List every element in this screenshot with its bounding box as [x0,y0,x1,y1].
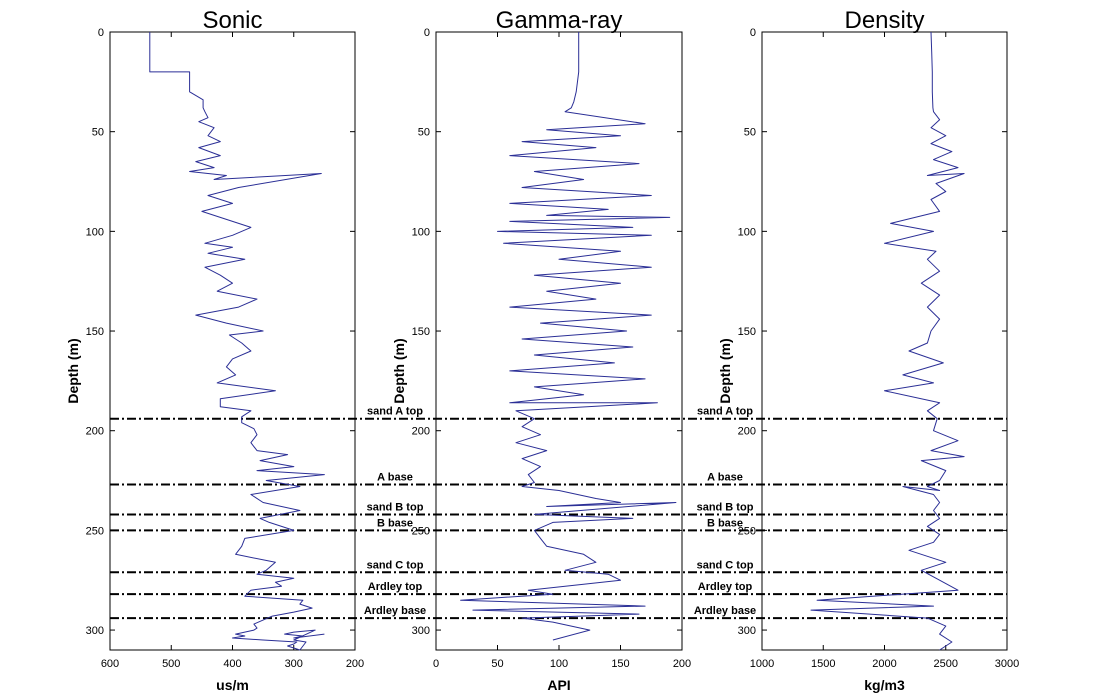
y-tick-label: 250 [86,525,104,537]
axes-box [435,31,683,651]
y-tick-label: 50 [744,127,756,139]
y-tick-label: 300 [86,625,104,637]
log-curve [149,32,325,651]
y-tick-label: 300 [738,625,756,637]
x-tick-label: 0 [433,658,439,670]
x-axis-label: us/m [216,677,249,693]
y-tick-label: 150 [738,326,756,338]
y-tick-label: 250 [412,525,430,537]
x-tick-label: 400 [223,658,241,670]
x-tick-label: 2000 [872,658,896,670]
axes-box [761,31,1008,651]
x-tick-label: 2500 [934,658,958,670]
marker-label: Ardley base [694,605,756,617]
x-tick-label: 3000 [995,658,1019,670]
marker-label: sand B top [697,501,754,513]
marker-label: A base [377,472,413,484]
y-tick-label: 100 [412,226,430,238]
y-tick-label: 200 [738,426,756,438]
marker-label: Ardley top [368,581,423,593]
y-tick-label: 0 [424,27,430,39]
marker-label: B base [707,517,743,529]
y-tick-label: 200 [412,426,430,438]
y-tick-label: 0 [98,27,104,39]
marker-label: sand C top [367,559,424,571]
x-tick-label: 100 [550,658,568,670]
y-tick-label: 100 [738,226,756,238]
panel-title: Gamma-ray [496,7,623,34]
panel-sonic: Sonic 0 50 100 150 200 250 300 600 500 400 300 200 us… [65,7,364,693]
y-tick-label: 50 [92,127,104,139]
axes-box [109,31,356,651]
formation-marker-lines: sand A top sand A top A base A base sand B t… [110,406,1007,620]
marker-label: sand A top [367,406,423,418]
panel-density: Density 0 50 100 150 200 250 300 1000 1500 2000 250… [717,7,1019,693]
marker-label: sand A top [697,406,753,418]
y-tick-label: 300 [412,625,430,637]
x-tick-label: 50 [491,658,503,670]
y-axis-label: Depth (m) [391,338,407,403]
x-axis-label: API [547,677,570,693]
y-tick-label: 150 [412,326,430,338]
y-tick-label: 0 [750,27,756,39]
marker-label: Ardley top [698,581,753,593]
marker-label: sand C top [697,559,754,571]
marker-label: B base [377,517,413,529]
marker-label: A base [707,472,743,484]
x-tick-label: 200 [673,658,691,670]
x-axis-label: kg/m3 [864,677,905,693]
x-tick-label: 150 [611,658,629,670]
y-axis-label: Depth (m) [65,338,81,403]
y-tick-label: 50 [418,127,430,139]
y-tick-label: 100 [86,226,104,238]
y-tick-label: 150 [86,326,104,338]
panel-title: Sonic [202,7,262,34]
panel-gamma-ray: Gamma-ray 0 50 100 150 200 250 300 0 50 100 150 200 A… [391,7,691,693]
x-tick-label: 300 [285,658,303,670]
y-tick-label: 250 [738,525,756,537]
x-tick-label: 500 [162,658,180,670]
x-tick-label: 1500 [811,658,835,670]
log-curve [810,31,965,651]
panel-title: Density [844,7,924,34]
x-tick-label: 600 [101,658,119,670]
x-tick-label: 200 [346,658,364,670]
marker-label: Ardley base [364,605,426,617]
y-tick-label: 200 [86,426,104,438]
log-curve [460,32,677,641]
marker-label: sand B top [367,501,424,513]
x-tick-label: 1000 [750,658,774,670]
y-axis-label: Depth (m) [717,338,733,403]
